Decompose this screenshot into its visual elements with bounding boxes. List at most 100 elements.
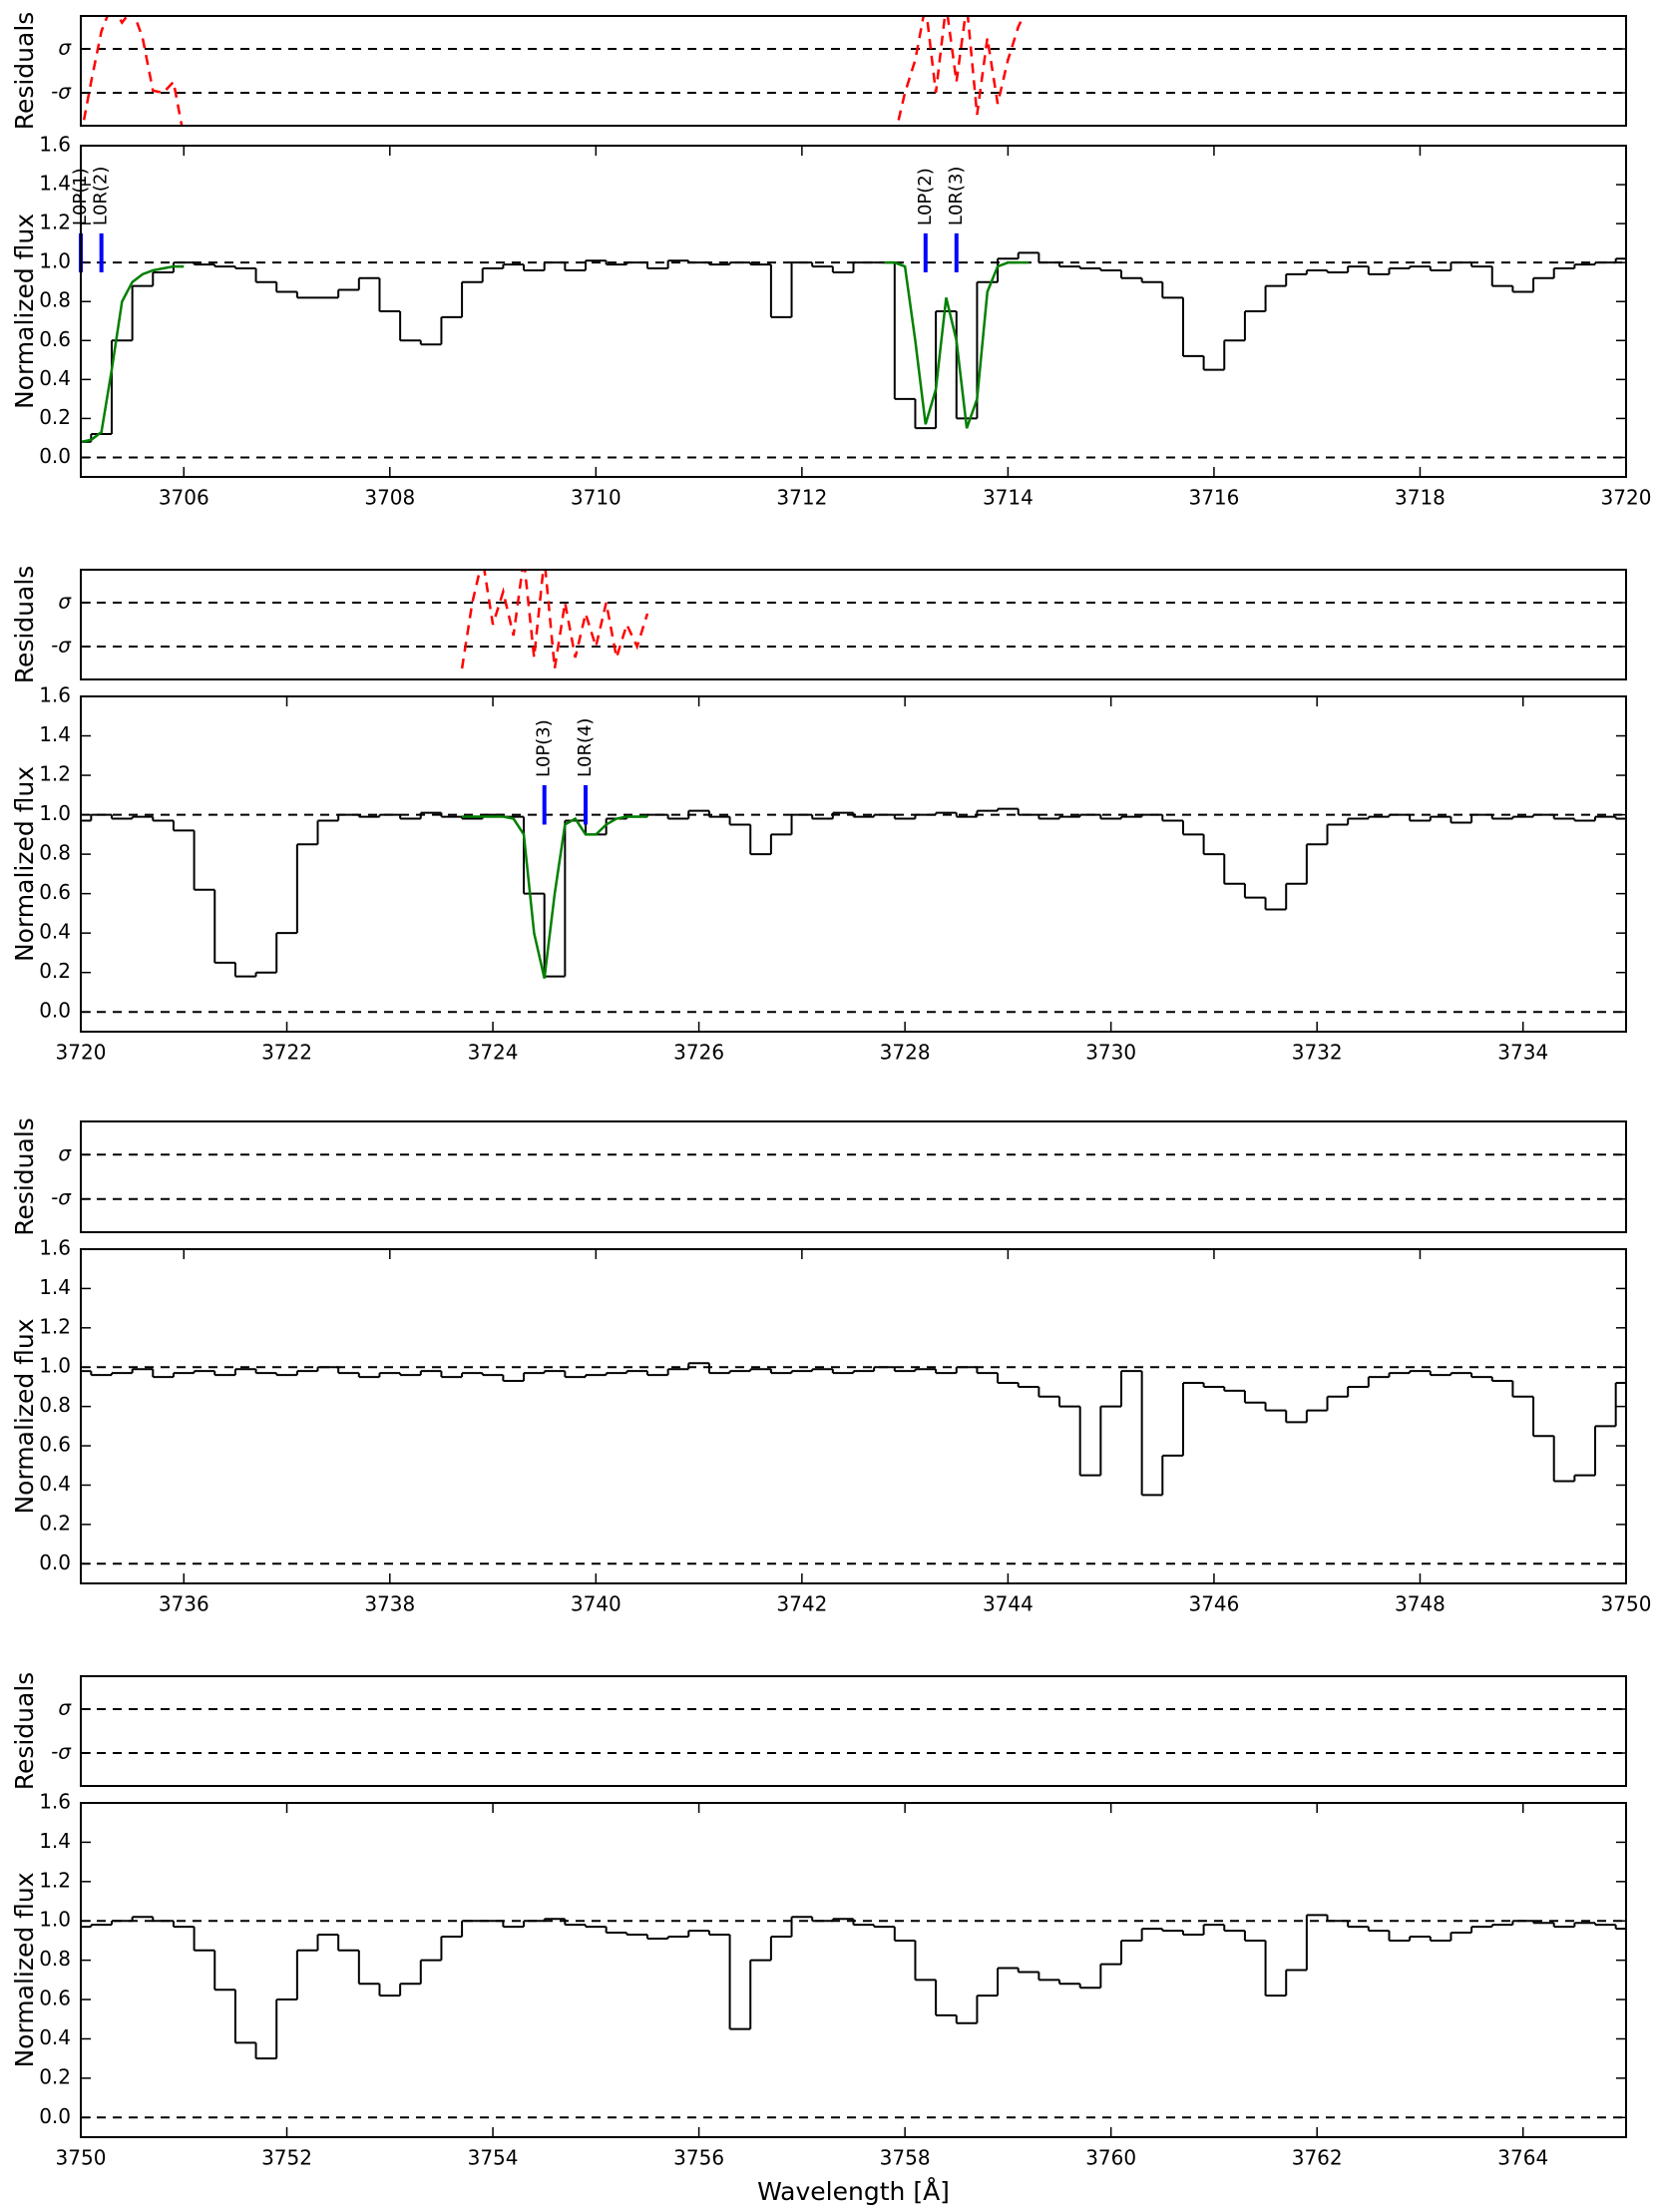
- x-tick-label: 3710: [571, 486, 621, 510]
- y-axis-label: Normalized flux: [10, 214, 39, 409]
- y-tick-label: 1.4: [39, 722, 71, 746]
- x-tick-label: 3708: [364, 486, 415, 510]
- y-tick-label: 0.2: [39, 959, 71, 983]
- x-tick-label: 3760: [1085, 2146, 1136, 2170]
- x-tick-label: 3720: [56, 1041, 107, 1065]
- y-tick-label: σ: [58, 1141, 72, 1165]
- axes-frame: [80, 1675, 1627, 1787]
- plot-area: [81, 807, 1626, 1014]
- marker-label: L0R(3): [946, 167, 967, 225]
- plot-area: [81, 570, 1626, 669]
- y-tick-label: 0.0: [39, 2104, 71, 2128]
- marker-label: L0R(4): [575, 718, 596, 777]
- axes-frame: [80, 695, 1627, 1033]
- plot-area: [81, 1362, 1626, 1565]
- y-tick-label: 1.0: [39, 1354, 71, 1378]
- y-tick-label: σ: [58, 590, 72, 614]
- y-axis-label: Residuals: [10, 1672, 39, 1791]
- x-tick-label: 3734: [1497, 1041, 1548, 1065]
- x-tick-label: 3726: [673, 1041, 724, 1065]
- plot-area: [81, 16, 1626, 126]
- y-tick-label: 0.6: [39, 880, 71, 904]
- y-tick-label: 0.8: [39, 841, 71, 865]
- y-tick-label: 1.6: [39, 1236, 71, 1260]
- x-tick-label: 3752: [261, 2146, 312, 2170]
- axes-frame: [80, 1802, 1627, 2138]
- plot-area: [81, 1708, 1626, 1754]
- y-axis-label: Normalized flux: [10, 766, 39, 962]
- y-axis-label: Residuals: [10, 1117, 39, 1236]
- y-tick-label: 0.8: [39, 1947, 71, 1971]
- y-tick-label: 0.8: [39, 288, 71, 312]
- x-tick-label: 3748: [1395, 1592, 1446, 1616]
- y-tick-label: 0.4: [39, 366, 71, 390]
- y-tick-label: -σ: [51, 80, 72, 104]
- x-tick-label: 3720: [1601, 486, 1652, 510]
- y-tick-label: 0.0: [39, 1550, 71, 1574]
- plot-area: [81, 1153, 1626, 1200]
- x-tick-label: 3756: [673, 2146, 724, 2170]
- y-tick-label: -σ: [51, 1740, 72, 1764]
- y-tick-label: 1.2: [39, 211, 71, 234]
- x-tick-label: 3718: [1395, 486, 1446, 510]
- y-tick-label: 0.2: [39, 2064, 71, 2088]
- x-tick-label: 3714: [983, 486, 1034, 510]
- x-tick-label: 3742: [776, 1592, 827, 1616]
- x-tick-label: 3738: [364, 1592, 415, 1616]
- model-line: [81, 260, 1030, 444]
- x-tick-label: 3750: [56, 2146, 107, 2170]
- axes-frame: [80, 145, 1627, 478]
- x-tick-label: 3754: [468, 2146, 519, 2170]
- panel: σ -σ Residuals: [10, 566, 1627, 684]
- y-tick-label: 0.6: [39, 1987, 71, 2010]
- y-tick-label: -σ: [51, 1185, 72, 1209]
- marker-label: L0R(2): [91, 167, 112, 225]
- x-tick-label: 3724: [468, 1041, 519, 1065]
- y-axis-label: Normalized flux: [10, 1318, 39, 1514]
- x-tick-label: 3728: [880, 1041, 931, 1065]
- y-tick-label: 1.4: [39, 172, 71, 196]
- panel: 0.0 0.2 0.4 0.6 0.8 1.0 1.2 1.4 1.6 3720 3722 3724 3…: [10, 683, 1627, 1065]
- y-tick-label: 1.2: [39, 762, 71, 786]
- x-axis-label: Wavelength [Å]: [757, 2177, 950, 2206]
- residual-line: [81, 16, 1026, 126]
- x-tick-label: 3744: [983, 1592, 1034, 1616]
- y-tick-label: 1.2: [39, 1314, 71, 1338]
- y-tick-label: 0.8: [39, 1393, 71, 1417]
- axes-frame: [80, 1120, 1627, 1233]
- x-tick-label: 3722: [261, 1041, 312, 1065]
- y-tick-label: 0.4: [39, 1472, 71, 1496]
- panel: σ -σ Residuals: [10, 1117, 1627, 1236]
- y-tick-label: 0.4: [39, 920, 71, 944]
- panel: σ -σ Residuals: [10, 12, 1627, 131]
- y-tick-label: 0.6: [39, 1433, 71, 1457]
- y-tick-label: 1.0: [39, 249, 71, 273]
- panel: 0.0 0.2 0.4 0.6 0.8 1.0 1.2 1.4 1.6 3736 3738 3740 3…: [10, 1236, 1651, 1616]
- x-tick-label: 3746: [1188, 1592, 1239, 1616]
- axes-frame: [80, 569, 1627, 680]
- plot-area: [81, 251, 1626, 459]
- marker-label: L0P(2): [915, 168, 936, 225]
- x-tick-label: 3740: [571, 1592, 621, 1616]
- y-tick-label: 1.2: [39, 1868, 71, 1892]
- y-tick-label: 0.2: [39, 405, 71, 429]
- y-axis-label: Residuals: [10, 566, 39, 684]
- x-tick-label: 3750: [1601, 1592, 1652, 1616]
- panel: 0.0 0.2 0.4 0.6 0.8 1.0 1.2 1.4 1.6 3706 3708 3710 3…: [10, 133, 1651, 510]
- y-tick-label: 0.0: [39, 444, 71, 468]
- y-tick-label: 0.4: [39, 2025, 71, 2049]
- y-tick-label: 0.6: [39, 327, 71, 351]
- y-tick-label: 1.4: [39, 1829, 71, 1853]
- y-axis-label: Residuals: [10, 12, 39, 131]
- marker-label: L0P(3): [534, 719, 555, 777]
- x-tick-label: 3758: [880, 2146, 931, 2170]
- y-axis-label: Normalized flux: [10, 1872, 39, 2067]
- x-tick-label: 3716: [1188, 486, 1239, 510]
- residual-line: [460, 570, 649, 669]
- y-tick-label: σ: [58, 36, 72, 60]
- x-tick-label: 3764: [1497, 2146, 1548, 2170]
- x-tick-label: 3762: [1292, 2146, 1343, 2170]
- y-tick-label: 1.0: [39, 1908, 71, 1932]
